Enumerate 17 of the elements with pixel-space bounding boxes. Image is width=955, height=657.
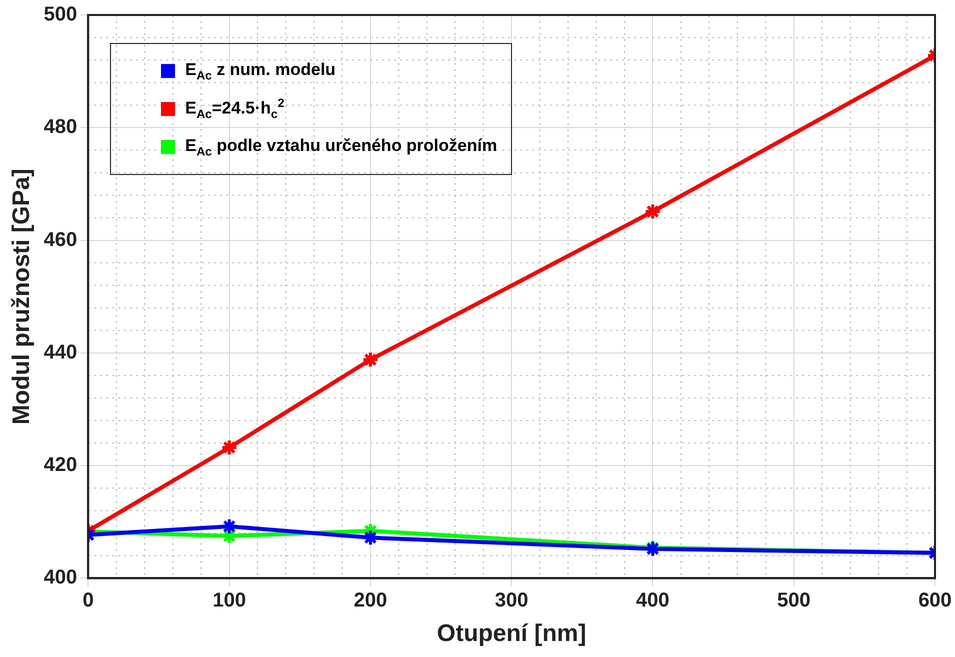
y-tick-label: 400 [44,566,78,589]
y-tick-label: 420 [44,454,78,476]
x-tick-label: 300 [494,590,528,612]
x-tick-label: 200 [354,590,388,612]
y-tick-label: 500 [44,4,78,26]
y-tick-label: 440 [44,341,78,364]
x-tick-label: 100 [212,590,246,612]
x-tick-label: 400 [636,590,670,612]
y-tick-label: 480 [44,116,78,138]
x-axis-title: Otupení [nm] [436,620,586,648]
y-tick-label: 460 [44,228,78,251]
legend-label: E$_{Ac}$ z num. modelu [185,60,336,82]
legend-label: E$_{Ac}$ podle vztahu určeného proložením [185,136,498,158]
x-tick-label: 600 [918,590,952,612]
y-axis-title: Modul pružnosti [GPa] [8,168,36,425]
x-tick-label: 500 [777,590,811,612]
x-tick-label: 0 [82,590,94,612]
